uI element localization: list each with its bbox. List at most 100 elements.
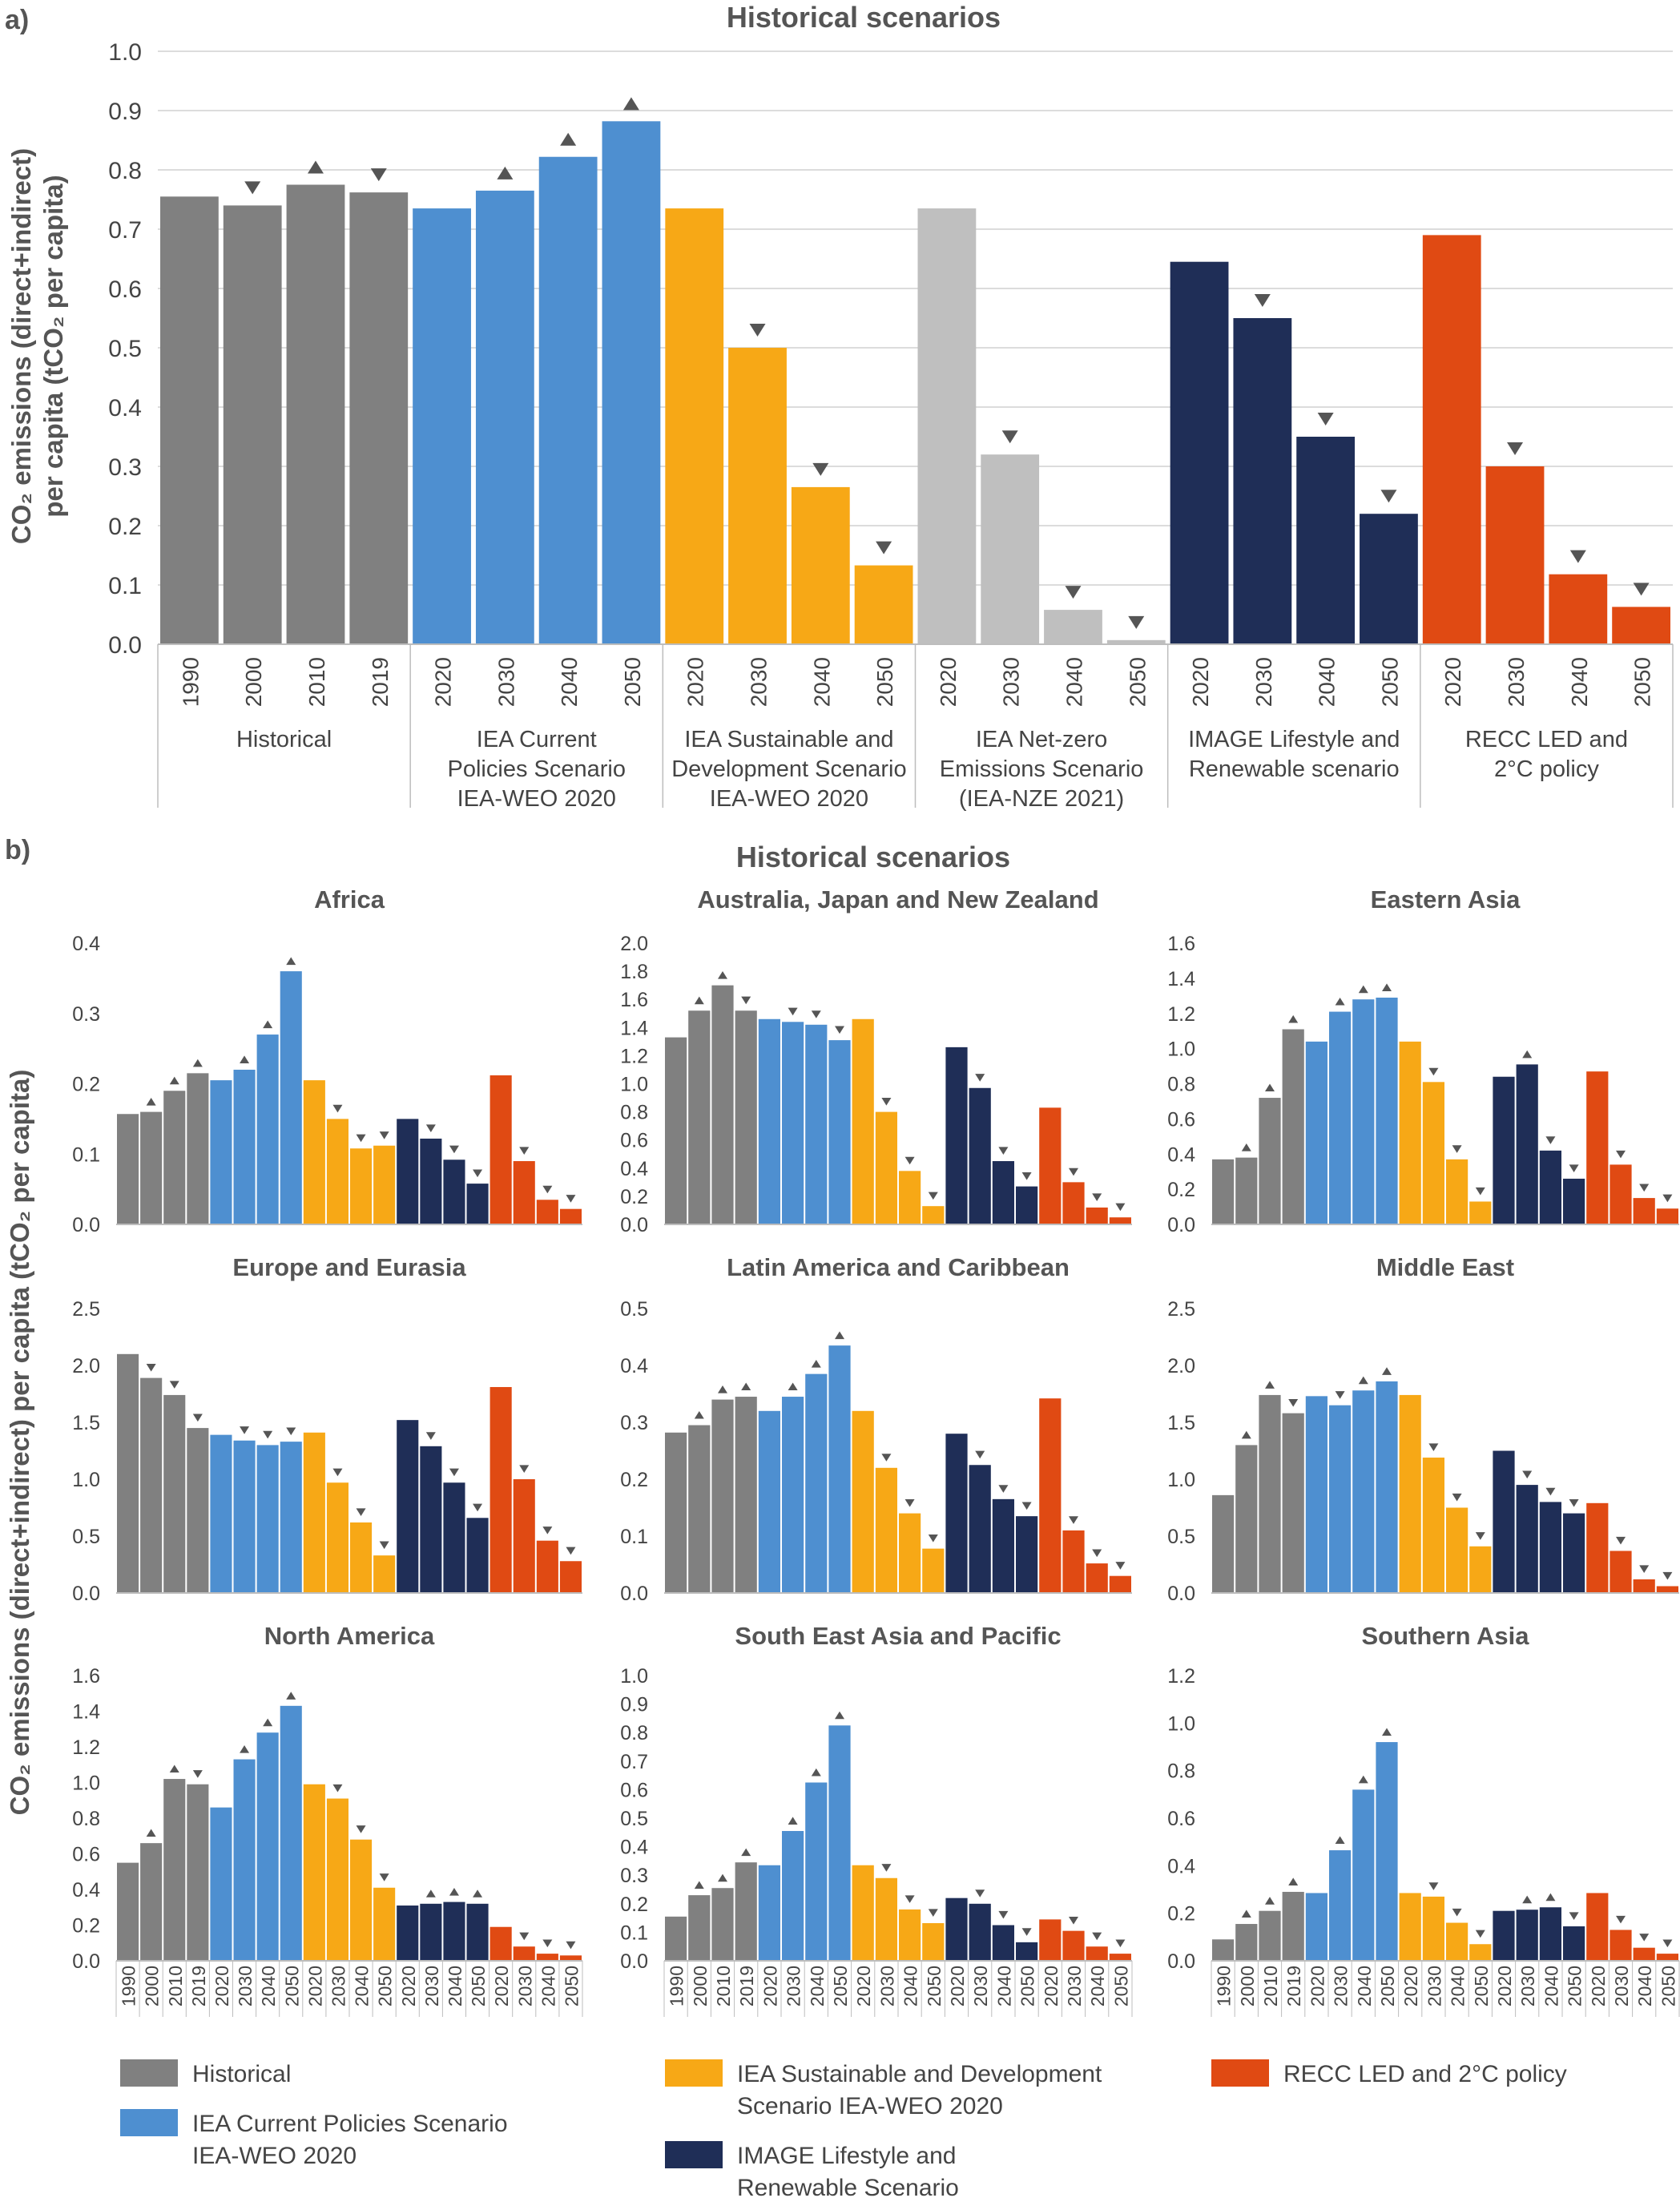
- bar: [326, 1798, 348, 1961]
- bar: [1044, 610, 1102, 644]
- bar: [854, 565, 913, 644]
- trend-marker: [622, 97, 639, 111]
- trend-marker: [146, 1829, 156, 1837]
- region-chart: Latin America and Caribbean 0.0 0.1 0.2 0.3 0…: [620, 1253, 1132, 1605]
- trend-marker: [811, 1768, 821, 1776]
- x-tick-label: 2050: [281, 1966, 302, 2006]
- bar: [1039, 1919, 1062, 1961]
- legend-item: Historical: [120, 2059, 291, 2087]
- bar: [489, 1075, 512, 1224]
- region-title: Africa: [314, 885, 385, 913]
- bar: [350, 1839, 373, 1961]
- bar: [373, 1145, 396, 1224]
- bar: [922, 1923, 945, 1961]
- x-tick-label: 2030: [1331, 1966, 1352, 2006]
- y-tick-label: 0.3: [108, 454, 142, 481]
- bar: [1305, 1396, 1327, 1593]
- bar: [1376, 1742, 1398, 1961]
- bar: [536, 1540, 558, 1593]
- bar: [805, 1373, 828, 1593]
- bar: [443, 1902, 465, 1961]
- trend-marker: [1507, 442, 1524, 455]
- legend-swatch: [665, 2059, 723, 2087]
- trend-marker: [263, 1020, 273, 1029]
- bar: [875, 1467, 897, 1593]
- bar: [945, 1897, 968, 1961]
- trend-marker: [904, 1156, 915, 1165]
- x-tick-label: 2040: [1541, 1966, 1561, 2006]
- bar: [420, 1446, 442, 1593]
- bar: [163, 1779, 186, 1961]
- bar: [1422, 235, 1481, 644]
- trend-marker: [146, 1098, 156, 1106]
- trend-marker: [379, 1541, 389, 1550]
- bar: [1086, 1946, 1108, 1961]
- x-tick-label: 2040: [258, 1966, 279, 2006]
- bar: [917, 208, 977, 645]
- bar: [1609, 1164, 1632, 1224]
- bar: [828, 1725, 851, 1961]
- bar: [280, 1705, 302, 1961]
- trend-marker: [1569, 550, 1586, 563]
- y-tick-label: 1.0: [1167, 1038, 1195, 1061]
- bar: [210, 1080, 232, 1224]
- trend-marker: [1069, 1917, 1078, 1925]
- trend-marker: [1335, 1836, 1345, 1845]
- bar: [711, 1399, 734, 1593]
- trend-marker: [1115, 1203, 1126, 1212]
- x-tick-label: 2050: [1017, 1966, 1038, 2006]
- y-tick-label: 0.2: [1167, 1903, 1195, 1926]
- trend-marker: [425, 1432, 436, 1440]
- x-tick-label: 2019: [736, 1966, 757, 2006]
- bar: [163, 1091, 186, 1224]
- group-label: IEA Net-zero Emissions Scenario (IEA-NZE 2…: [940, 727, 1144, 812]
- y-tick-label: 0.6: [1167, 1108, 1195, 1131]
- bar: [233, 1069, 256, 1224]
- trend-marker: [1616, 1536, 1626, 1545]
- trend-marker: [1358, 1376, 1368, 1385]
- y-tick-label: 0.3: [72, 1003, 100, 1026]
- bar: [1656, 1954, 1678, 1961]
- trend-marker: [1569, 1499, 1579, 1507]
- bar: [413, 208, 471, 645]
- x-tick-label: 2050: [1377, 657, 1402, 707]
- y-tick-label: 0.5: [1167, 1526, 1195, 1548]
- trend-marker: [1452, 1493, 1462, 1502]
- bar: [559, 1208, 582, 1224]
- bar: [1446, 1159, 1468, 1224]
- x-tick-label: 2020: [759, 1966, 780, 2006]
- bar: [420, 1903, 442, 1961]
- panel-a-chart: 0.0 0.1 0.2 0.3 0.4 0.5 0.6 0.7 0.8 0.9 1.0 1990 200…: [108, 39, 1674, 812]
- bar: [536, 1200, 558, 1224]
- bar: [140, 1111, 163, 1224]
- bar: [489, 1926, 512, 1961]
- trend-marker: [1358, 985, 1368, 994]
- trend-marker: [169, 1076, 179, 1085]
- x-tick-label: 2030: [1064, 1966, 1085, 2006]
- bar: [1422, 1082, 1444, 1224]
- bar: [466, 1518, 489, 1593]
- trend-marker: [379, 1131, 389, 1139]
- y-tick-label: 1.5: [72, 1412, 100, 1434]
- x-tick-label: 2050: [1630, 657, 1655, 707]
- y-tick-label: 0.1: [620, 1526, 648, 1548]
- trend-marker: [881, 1454, 892, 1462]
- trend-marker: [286, 957, 296, 966]
- bar: [1016, 1516, 1038, 1593]
- bar: [1352, 1390, 1375, 1593]
- trend-marker: [449, 1887, 459, 1896]
- bar: [187, 1428, 209, 1593]
- bar: [782, 1022, 804, 1224]
- trend-marker: [694, 1410, 704, 1419]
- bar: [349, 192, 409, 644]
- bar: [1039, 1107, 1062, 1224]
- bar: [397, 1906, 419, 1961]
- bar: [1563, 1513, 1585, 1593]
- x-tick-label: 2040: [1567, 657, 1592, 707]
- trend-marker: [169, 1381, 179, 1389]
- trend-marker: [497, 166, 514, 179]
- x-tick-label: 2040: [445, 1966, 465, 2006]
- bar: [1259, 1098, 1281, 1224]
- bar: [992, 1925, 1014, 1961]
- x-tick-label: 2019: [188, 1966, 209, 2006]
